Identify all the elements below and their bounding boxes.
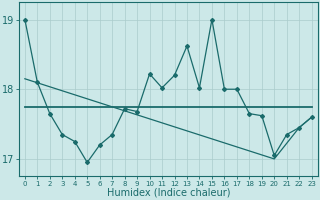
X-axis label: Humidex (Indice chaleur): Humidex (Indice chaleur)	[107, 188, 230, 198]
